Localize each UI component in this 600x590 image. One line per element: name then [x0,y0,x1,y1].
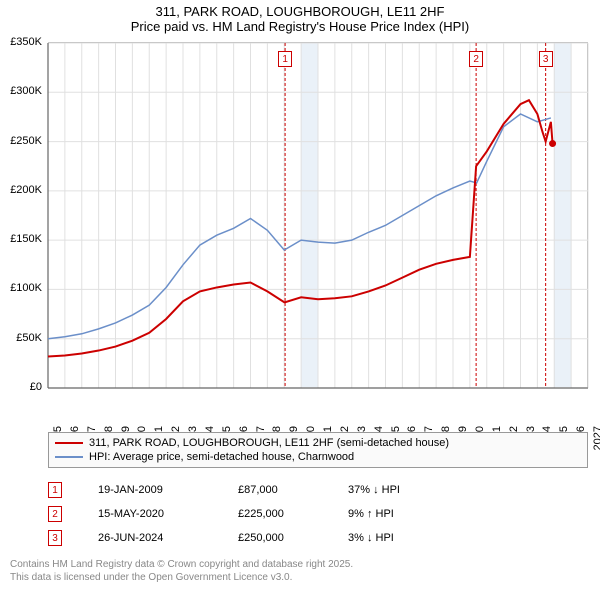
chart-subtitle: Price paid vs. HM Land Registry's House … [0,19,600,34]
y-tick-label: £150K [10,233,42,245]
event-date: 15-MAY-2020 [98,508,238,520]
event-delta: 3% ↓ HPI [348,532,458,544]
event-price: £250,000 [238,532,348,544]
legend: 311, PARK ROAD, LOUGHBOROUGH, LE11 2HF (… [48,432,588,468]
event-delta: 9% ↑ HPI [348,508,458,520]
legend-swatch [55,456,83,458]
page-container: 311, PARK ROAD, LOUGHBOROUGH, LE11 2HF P… [0,0,600,590]
legend-item: HPI: Average price, semi-detached house,… [55,450,581,464]
plot-svg [48,43,587,387]
attribution-line2: This data is licensed under the Open Gov… [10,571,353,584]
y-tick-label: £350K [10,36,42,48]
series-line [48,114,551,339]
legend-item: 311, PARK ROAD, LOUGHBOROUGH, LE11 2HF (… [55,436,581,450]
y-tick-label: £250K [10,135,42,147]
event-date: 26-JUN-2024 [98,532,238,544]
legend-label: 311, PARK ROAD, LOUGHBOROUGH, LE11 2HF (… [89,437,449,449]
y-axis: £0£50K£100K£150K£200K£250K£300K£350K [0,42,44,387]
event-row-marker: 3 [48,530,62,546]
y-tick-label: £0 [30,381,42,393]
event-row: 1 19-JAN-2009£87,00037% ↓ HPI [48,478,588,502]
x-axis: 1995199619971998199920002001200220032004… [48,392,588,432]
event-table: 1 19-JAN-2009£87,00037% ↓ HPI 2 15-MAY-2020… [48,478,588,550]
x-tick-label: 2027 [592,426,600,450]
event-row: 3 26-JUN-2024£250,0003% ↓ HPI [48,526,588,550]
event-row: 2 15-MAY-2020£225,0009% ↑ HPI [48,502,588,526]
event-marker: 1 [278,51,292,67]
y-tick-label: £50K [16,332,42,344]
event-price: £225,000 [238,508,348,520]
chart-area: 1 2 3 [48,42,588,387]
event-date: 19-JAN-2009 [98,484,238,496]
title-block: 311, PARK ROAD, LOUGHBOROUGH, LE11 2HF P… [0,0,600,34]
series-line [48,100,553,356]
event-marker: 2 [469,51,483,67]
event-row-marker: 1 [48,482,62,498]
legend-swatch [55,442,83,444]
event-marker: 3 [539,51,553,67]
attribution-line1: Contains HM Land Registry data © Crown c… [10,558,353,571]
y-tick-label: £200K [10,184,42,196]
event-row-marker: 2 [48,506,62,522]
y-tick-label: £100K [10,282,42,294]
legend-label: HPI: Average price, semi-detached house,… [89,451,354,463]
event-price: £87,000 [238,484,348,496]
y-tick-label: £300K [10,85,42,97]
event-delta: 37% ↓ HPI [348,484,458,496]
attribution: Contains HM Land Registry data © Crown c… [10,558,353,584]
chart-title: 311, PARK ROAD, LOUGHBOROUGH, LE11 2HF [0,4,600,19]
